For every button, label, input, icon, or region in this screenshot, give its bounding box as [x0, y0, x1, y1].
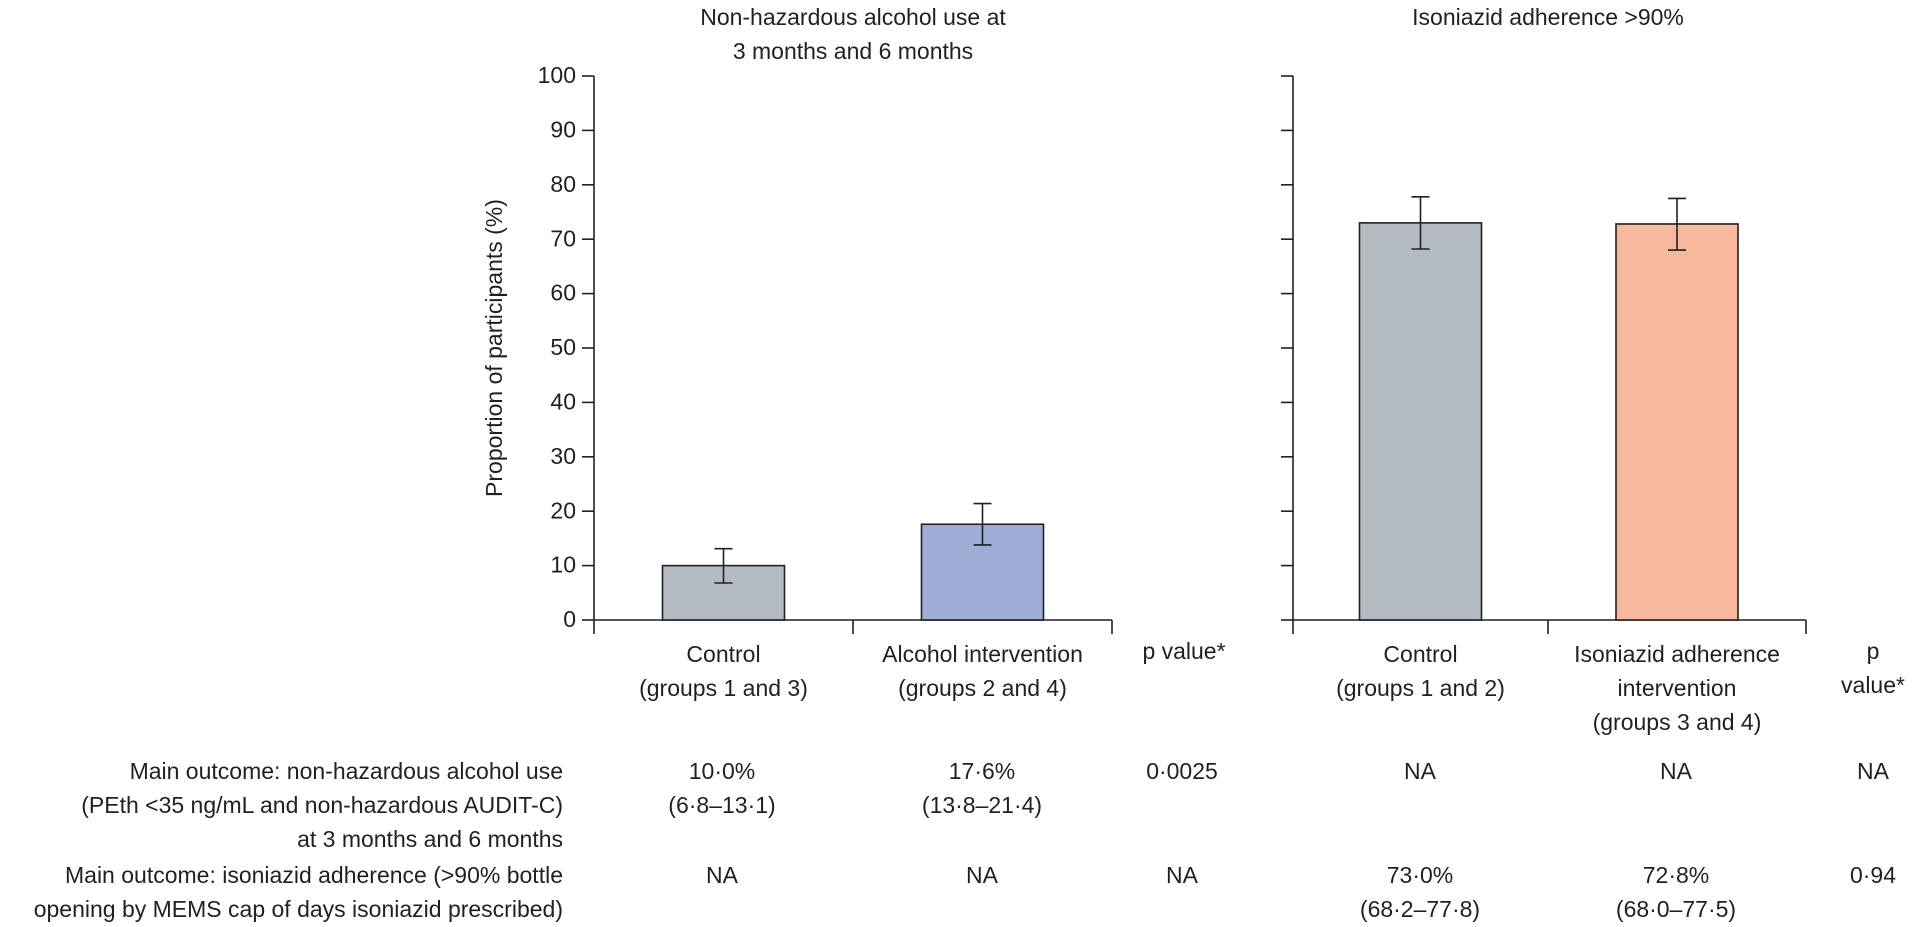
- x-tick-label: Alcohol intervention (groups 2 and 4): [882, 641, 1083, 701]
- y-tick-label: 50: [550, 334, 576, 360]
- bar: [1615, 223, 1739, 621]
- y-tick-label: 20: [550, 497, 576, 523]
- y-tick-label: 10: [550, 552, 576, 578]
- table-cell: 72·8% (68·0–77·5): [1615, 862, 1737, 922]
- table-cell: NA: [1166, 862, 1198, 888]
- table-cell: NA: [1660, 758, 1692, 784]
- table-cell: 0·94: [1849, 862, 1897, 888]
- row-label: Main outcome: isoniazid adherence (>90% …: [33, 862, 563, 922]
- y-tick-label: 80: [550, 171, 576, 197]
- chart-title: Isoniazid adherence >90%: [1412, 4, 1684, 30]
- table-cell: NA: [1857, 758, 1889, 784]
- table-cell: 73·0% (68·2–77·8): [1359, 862, 1481, 922]
- table-cell: 17·6% (13·8–21·4): [921, 758, 1043, 818]
- p-value-header: p value*: [1841, 638, 1905, 698]
- p-value-header: p value*: [1142, 638, 1226, 664]
- x-tick-label: Control (groups 1 and 2): [1336, 641, 1505, 701]
- bar: [1358, 222, 1483, 621]
- y-tick-label: 40: [550, 388, 576, 414]
- table-cell: NA: [966, 862, 998, 888]
- chart-title: Non-hazardous alcohol use at 3 months an…: [700, 4, 1006, 64]
- y-tick-label: 100: [538, 62, 576, 88]
- table-cell: NA: [1404, 758, 1436, 784]
- x-tick-label: Isoniazid adherence intervention (groups…: [1574, 641, 1780, 735]
- table-cell: 0·0025: [1146, 758, 1218, 784]
- y-tick-label: 0: [563, 606, 576, 632]
- y-tick-label: 90: [550, 116, 576, 142]
- y-tick-label: 60: [550, 280, 576, 306]
- y-axis-label: Proportion of participants (%): [481, 199, 507, 497]
- y-tick-label: 30: [550, 443, 576, 469]
- x-tick-label: Control (groups 1 and 3): [639, 641, 808, 701]
- row-label: Main outcome: non-hazardous alcohol use …: [81, 758, 563, 852]
- y-tick-label: 70: [550, 225, 576, 251]
- table-cell: 10·0% (6·8–13·1): [668, 758, 776, 818]
- table-cell: NA: [706, 862, 738, 888]
